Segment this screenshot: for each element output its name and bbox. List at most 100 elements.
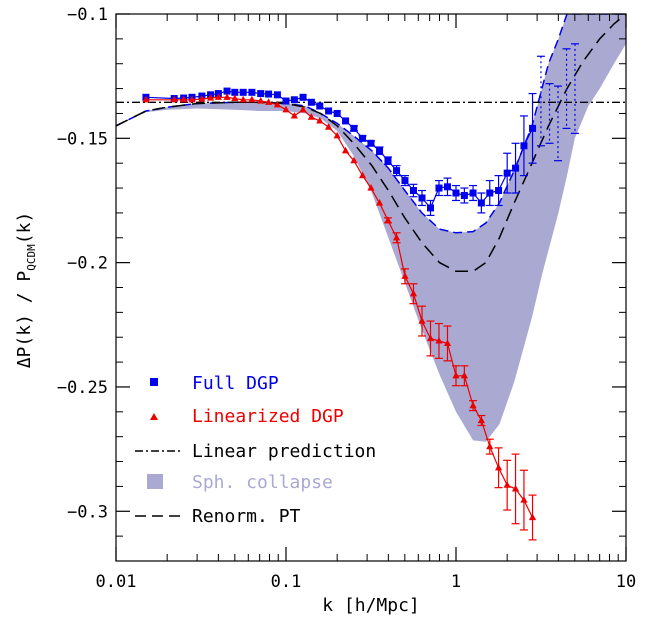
linearized-dgp-point xyxy=(452,371,460,379)
y-axis-label-subscript: QCDM xyxy=(25,244,38,271)
full-dgp-point xyxy=(342,117,350,125)
full-dgp-point xyxy=(529,124,537,132)
x-tick-label: 0.01 xyxy=(96,572,137,592)
full-dgp-point xyxy=(520,142,528,150)
legend-marker-triangle xyxy=(150,413,158,420)
linearized-dgp-point xyxy=(409,289,418,297)
linearized-dgp-point xyxy=(401,272,409,279)
linearized-dgp-point xyxy=(264,98,273,105)
legend-item-full-dgp: Full DGP xyxy=(150,373,279,394)
y-axis-label: ΔP(k) / PQCDM(k) xyxy=(14,212,38,369)
full-dgp-point xyxy=(273,91,281,99)
full-dgp-point xyxy=(443,183,451,191)
linearized-dgp-point xyxy=(231,94,239,102)
y-tick-label: −0.2 xyxy=(67,254,108,274)
full-dgp-point xyxy=(503,169,511,177)
linearized-dgp-point xyxy=(188,95,196,103)
linearized-dgp-point xyxy=(494,463,503,471)
legend-label-linear-prediction: Linear prediction xyxy=(192,441,376,462)
linearized-dgp-point xyxy=(511,484,520,492)
full-dgp-point xyxy=(469,189,477,197)
linearized-dgp-point xyxy=(392,233,401,241)
y-axis-label-main: ΔP(k) / P xyxy=(14,271,35,369)
linearized-dgp-point xyxy=(358,171,367,179)
full-dgp-point xyxy=(460,192,468,200)
linearized-dgp-point xyxy=(273,100,281,108)
full-dgp-point xyxy=(418,194,426,202)
y-tick-label: −0.1 xyxy=(67,5,108,25)
linearized-dgp-point xyxy=(486,442,494,450)
x-tick-label: 0.1 xyxy=(271,572,302,592)
full-dgp-point xyxy=(401,177,409,185)
sph-collapse-area xyxy=(116,14,626,442)
linearized-dgp-point xyxy=(469,401,477,409)
legend-label-renorm-pt: Renorm. PT xyxy=(192,506,301,527)
linearized-dgp-point xyxy=(198,95,206,102)
linearized-dgp-point xyxy=(375,198,384,206)
linearized-dgp-point xyxy=(503,481,511,488)
full-dgp-point xyxy=(223,87,231,95)
full-dgp-point xyxy=(427,204,435,212)
linearized-dgp-point xyxy=(333,131,341,139)
x-axis-label: k [h/Mpc] xyxy=(322,595,420,616)
legend-label-full-dgp: Full DGP xyxy=(192,373,279,394)
full-dgp-point xyxy=(265,90,273,98)
linearized-dgp-point xyxy=(257,97,265,104)
legend-band-swatch xyxy=(147,474,163,489)
full-dgp-point xyxy=(239,88,247,96)
full-dgp-point xyxy=(316,102,324,110)
x-tick-label: 10 xyxy=(616,572,636,592)
full-dgp-point xyxy=(477,199,485,207)
linearized-dgp-point xyxy=(384,216,392,223)
y-tick-label: −0.3 xyxy=(67,502,108,522)
y-axis-label-tail: (k) xyxy=(14,212,35,245)
full-dgp-point xyxy=(512,164,520,172)
linearized-dgp-point xyxy=(341,146,350,154)
full-dgp-point xyxy=(231,88,239,96)
legend: Full DGP Linearized DGP Linear predictio… xyxy=(135,373,376,527)
linearized-dgp-point xyxy=(248,95,256,103)
full-dgp-point xyxy=(409,187,417,195)
linearized-dgp-point xyxy=(307,113,315,120)
y-tick-label: −0.15 xyxy=(57,129,108,149)
data-series xyxy=(142,43,579,541)
full-dgp-point xyxy=(384,157,392,165)
linearized-dgp-point xyxy=(443,339,452,347)
linearized-dgp-point xyxy=(460,371,468,379)
linearized-dgp-point xyxy=(350,156,358,164)
full-dgp-point xyxy=(359,134,367,142)
linearized-dgp-point xyxy=(528,513,537,521)
linearized-dgp-point xyxy=(520,496,528,503)
full-dgp-point xyxy=(486,189,494,197)
linearized-dgp-point xyxy=(206,94,215,101)
linearized-dgp-point xyxy=(477,416,485,424)
full-dgp-point xyxy=(257,90,265,98)
linearized-dgp-point xyxy=(324,123,333,130)
linearized-dgp-point xyxy=(418,317,426,324)
linearized-dgp-point xyxy=(239,95,247,103)
linearized-dgp-point xyxy=(290,111,298,119)
linearized-dgp-point xyxy=(214,93,222,100)
full-dgp-point xyxy=(350,124,358,132)
full-dgp-point xyxy=(393,167,401,175)
linearized-dgp-point xyxy=(180,95,188,103)
full-dgp-point xyxy=(495,187,503,195)
legend-item-linear-prediction: Linear prediction xyxy=(135,441,376,462)
legend-label-linearized-dgp: Linearized DGP xyxy=(192,406,344,427)
linearized-dgp-point xyxy=(426,334,435,342)
full-dgp-point xyxy=(367,139,375,147)
full-dgp-point xyxy=(435,184,443,192)
full-dgp-point xyxy=(376,147,384,155)
full-dgp-point xyxy=(452,189,460,197)
linearized-dgp-point xyxy=(316,116,324,124)
axes: 0.01 0.1 1 10 −0.1 −0.15 −0.2 −0.25 −0.3 xyxy=(57,5,636,592)
full-dgp-point xyxy=(290,96,298,104)
legend-marker-square xyxy=(150,378,158,386)
x-tick-label: 1 xyxy=(451,572,461,592)
linearized-dgp-point xyxy=(170,95,178,103)
full-dgp-point xyxy=(299,93,307,101)
full-dgp-point xyxy=(307,98,315,106)
legend-item-linearized-dgp: Linearized DGP xyxy=(150,406,344,427)
linearized-dgp-point xyxy=(282,105,290,113)
